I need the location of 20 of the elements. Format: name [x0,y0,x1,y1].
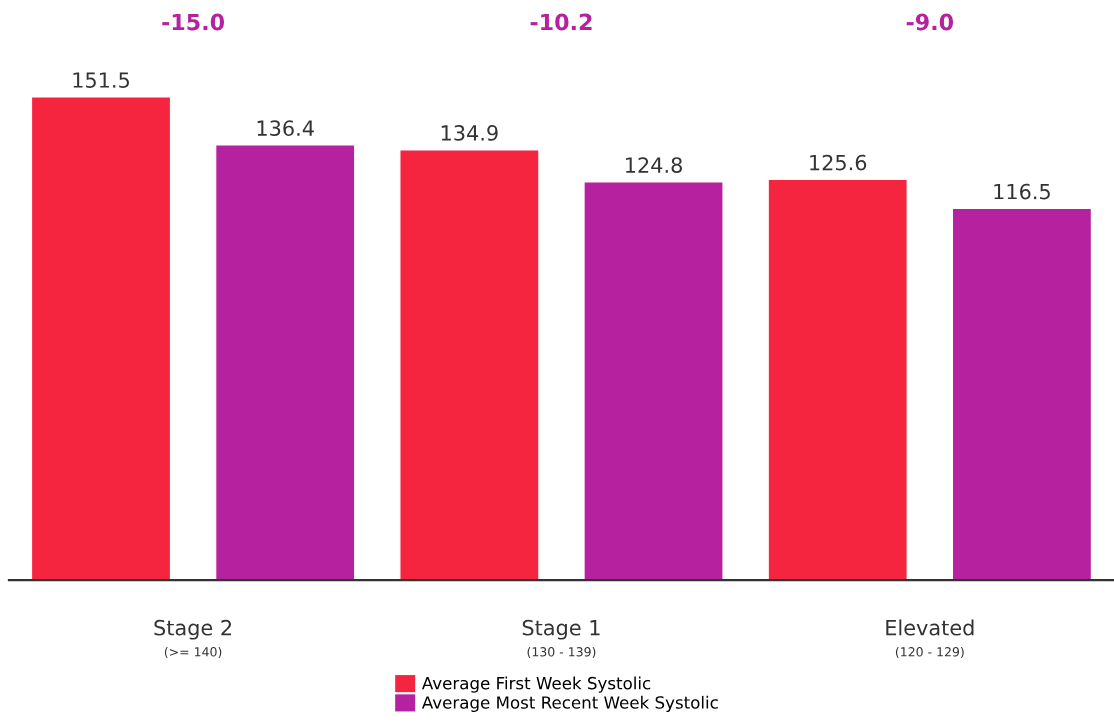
legend-label: Average First Week Systolic [421,676,651,693]
text: -9.0 [906,13,954,31]
data-label: 134.9 [441,125,498,141]
bar [768,180,907,581]
x-tick-label: Elevated (120 - 129) [886,619,974,659]
data-label: 136.4 [257,120,314,137]
bar [400,150,539,581]
x-tick-label: Stage 2 (>= 140) [154,619,232,659]
bar [32,97,170,581]
bar [584,182,723,581]
data-label: 116.5 [994,183,1050,200]
bar [953,209,1091,581]
data-label: 151.5 [73,72,129,88]
text: -15.0 [162,13,225,31]
data-label: 124.8 [626,157,682,173]
bar [216,145,355,581]
data-label: 125.6 [810,154,867,171]
text: -10.2 [530,13,592,31]
x-tick-label: Stage 1 (130 - 139) [522,619,600,659]
legend-label: Average Most Recent Week Systolic [421,695,718,712]
